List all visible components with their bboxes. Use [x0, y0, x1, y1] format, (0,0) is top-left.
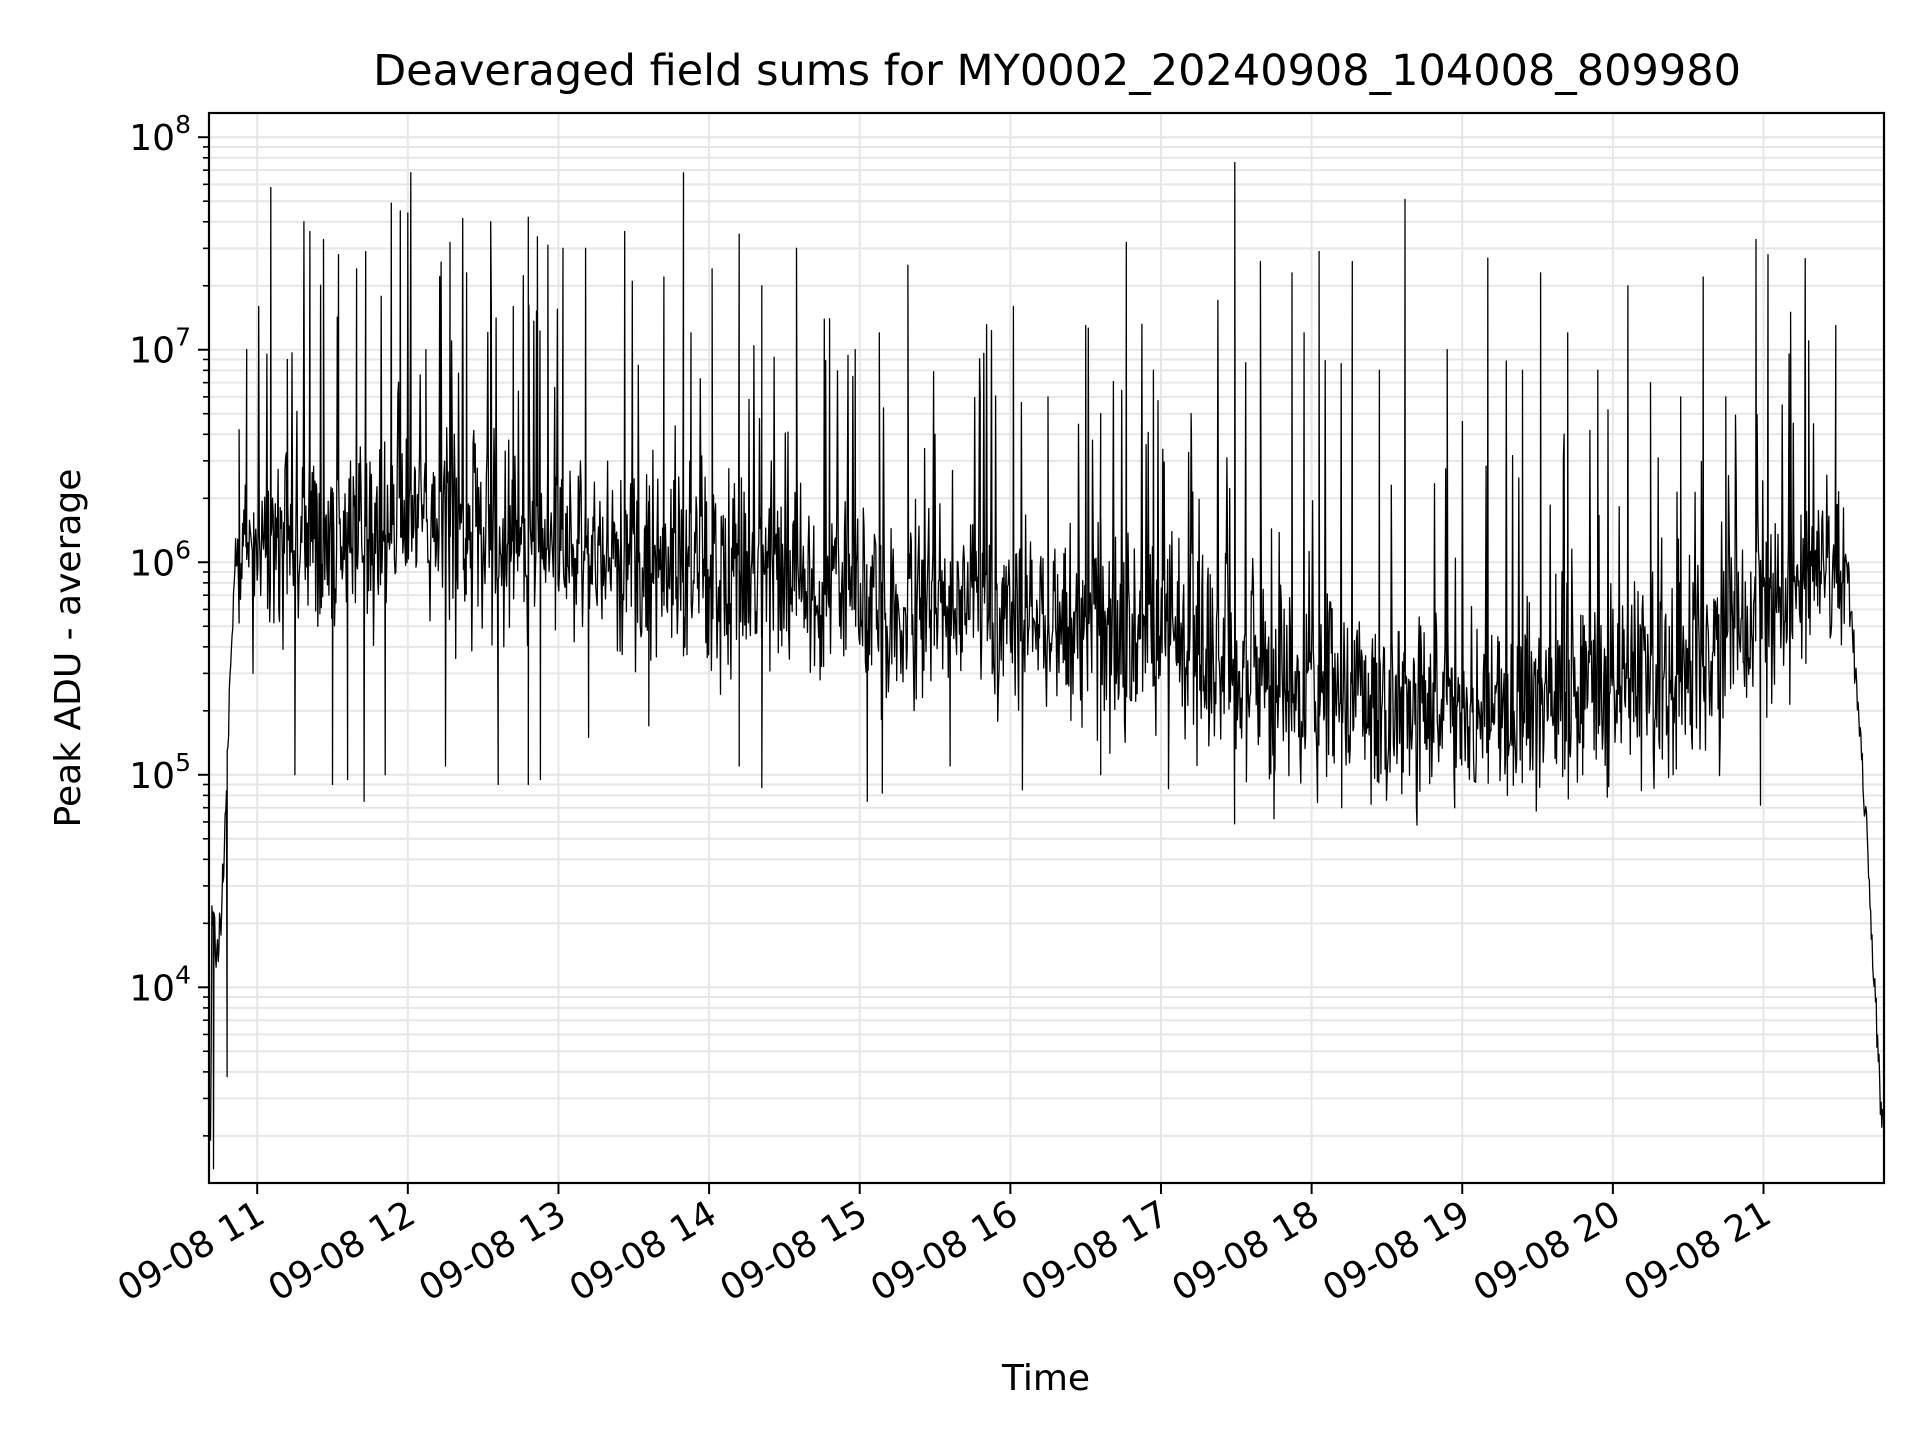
y-axis-label: Peak ADU - average	[48, 469, 89, 828]
y-tick-label: 105	[129, 748, 191, 797]
y-tick-label: 104	[129, 960, 191, 1009]
plot-frame	[207, 111, 1886, 1185]
plot-area	[209, 161, 1884, 1170]
chart-title: Deaveraged field sums for MY0002_2024090…	[373, 46, 1741, 96]
x-axis-label: Time	[1001, 1358, 1090, 1399]
y-tick-label: 106	[129, 535, 191, 584]
grid	[209, 113, 1884, 1183]
y-tick-label: 108	[129, 110, 191, 159]
y-tick-label: 107	[129, 323, 191, 372]
y-axis: 104 105 106 107 108	[129, 110, 209, 1137]
series-line	[209, 161, 1884, 1170]
